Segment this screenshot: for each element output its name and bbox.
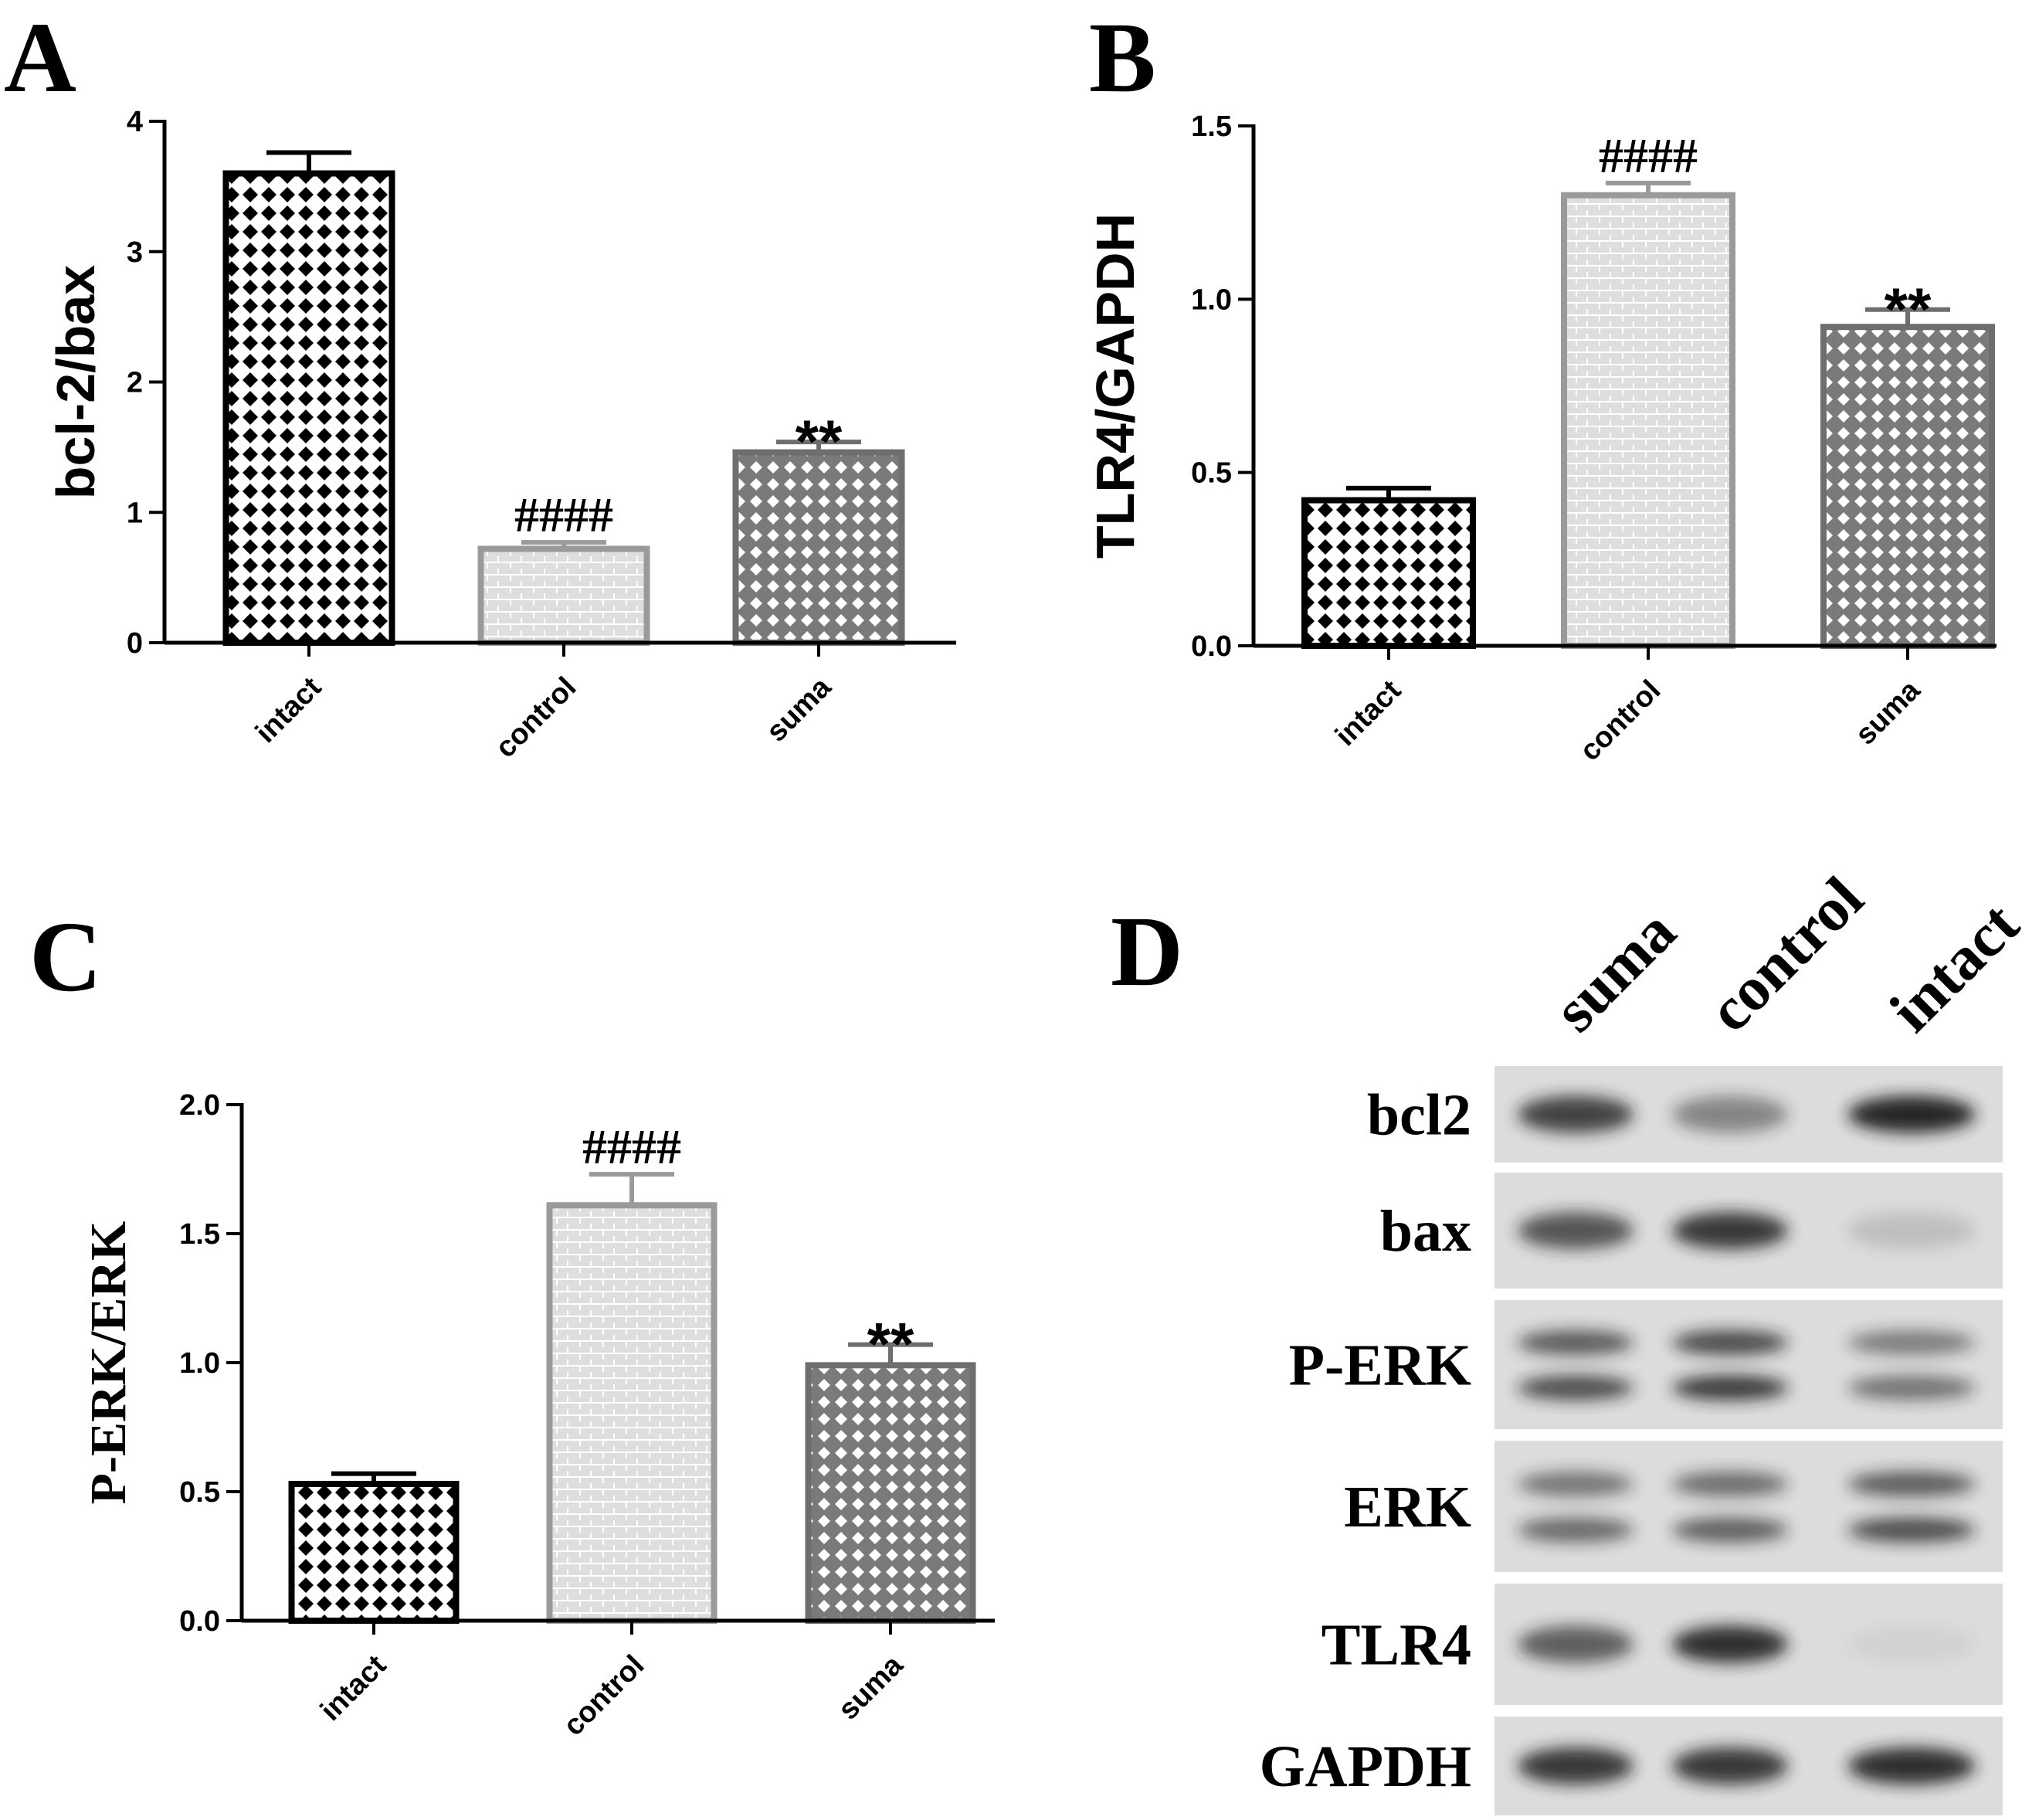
blot-row-label: bax [1380, 1199, 1471, 1264]
blot-band [1672, 1212, 1788, 1249]
blot-band [1518, 1625, 1634, 1663]
labels-layer: intact #### control ** suma 0.0 0.5 1.0 1.5 2.0 P-… [80, 1089, 914, 1742]
y-tick-label: 4 [127, 106, 143, 138]
bars-layer [1301, 181, 1995, 649]
blot-band [1847, 1747, 1976, 1784]
panel-letter-b: B [1089, 2, 1156, 114]
category-label: intact [249, 671, 328, 749]
panel-letter-a: A [4, 2, 76, 114]
significance-label: ** [1885, 275, 1932, 343]
y-tick-label: 1.0 [179, 1347, 220, 1380]
significance-label: ** [796, 407, 843, 475]
y-tick-label: 2 [127, 367, 143, 399]
blot-band [1847, 1375, 1976, 1401]
axes-layer [1238, 124, 1997, 660]
blot-band [1518, 1375, 1634, 1401]
category-label: intact [1329, 674, 1408, 752]
western-blot-panel: bcl2 bax P-ERK ERK TLR4 GAPDH suma control intac… [1260, 864, 2022, 1815]
category-label: suma [760, 671, 838, 749]
panel-letter-c: C [29, 902, 102, 1013]
y-axis-label: TLR4/GAPDH [1085, 213, 1145, 559]
blot-band [1847, 1095, 1976, 1133]
bars-layer [222, 150, 905, 646]
blot-strip-P-ERK [1494, 1300, 2003, 1429]
blot-lane-label: intact [1878, 890, 2022, 1045]
category-label: suma [1849, 674, 1927, 752]
labels-layer: intact #### control ** suma 0.0 0.5 1.0 1.5 TLR4/… [1085, 110, 1932, 767]
significance-label: #### [514, 487, 613, 542]
blot-row-label: TLR4 [1321, 1613, 1471, 1678]
y-tick-label: 0.0 [179, 1605, 220, 1638]
blot-row-label: ERK [1344, 1475, 1471, 1540]
y-axis-label: P-ERK/ERK [80, 1221, 137, 1505]
blot-band [1672, 1375, 1788, 1401]
bar-intact [288, 1480, 460, 1624]
blot-band [1672, 1472, 1788, 1497]
y-axis-label: bcl-2/bax [46, 265, 106, 500]
y-tick-label: 0.5 [179, 1476, 220, 1509]
blot-row-label: bcl2 [1367, 1083, 1471, 1148]
category-label: control [558, 1649, 651, 1743]
panel-letter-d: D [1111, 896, 1183, 1007]
blot-band [1847, 1625, 1976, 1663]
axes-layer [226, 1103, 995, 1635]
axes-layer [149, 120, 956, 657]
blot-band [1847, 1472, 1976, 1497]
blot-row-label: GAPDH [1260, 1734, 1471, 1799]
blot-band [1672, 1747, 1788, 1784]
y-tick-label: 1.5 [1191, 110, 1232, 143]
bar-intact [1301, 497, 1476, 649]
category-label: control [490, 671, 583, 765]
blot-band [1518, 1747, 1634, 1784]
blot-band [1518, 1095, 1634, 1133]
significance-label: ** [867, 1310, 914, 1378]
blot-band [1672, 1625, 1788, 1663]
category-label: intact [314, 1649, 393, 1727]
chart-panel-a: intact #### control ** suma 0 1 2 3 4 bcl-2/bax [46, 106, 956, 764]
blot-band [1672, 1095, 1788, 1133]
blot-row-label: P-ERK [1289, 1333, 1471, 1398]
y-tick-label: 0.0 [1191, 630, 1232, 663]
blot-band [1518, 1212, 1634, 1249]
y-tick-label: 2.0 [179, 1089, 220, 1122]
blot-band [1518, 1517, 1634, 1543]
y-tick-label: 1.5 [179, 1218, 220, 1251]
significance-label: #### [582, 1119, 681, 1174]
blot-lane-label: control [1696, 864, 1877, 1045]
bar-control [1561, 192, 1735, 649]
blot-band [1672, 1517, 1788, 1543]
bars-layer [288, 1172, 976, 1624]
blot-strip-ERK [1494, 1441, 2003, 1572]
y-tick-label: 3 [127, 236, 143, 269]
blot-band [1672, 1330, 1788, 1356]
category-label: control [1574, 674, 1667, 768]
bar-intact [222, 170, 395, 646]
blot-band [1518, 1330, 1634, 1356]
bar-suma [732, 449, 905, 646]
blot-band [1847, 1212, 1976, 1249]
blot-band [1847, 1330, 1976, 1356]
y-tick-label: 1.0 [1191, 284, 1232, 316]
bar-control [477, 545, 650, 646]
bar-suma [805, 1362, 976, 1624]
category-label: suma [832, 1649, 910, 1727]
bar-control [546, 1202, 718, 1624]
bar-suma [1820, 324, 1995, 649]
y-tick-label: 0.5 [1191, 457, 1232, 490]
chart-panel-c: intact #### control ** suma 0.0 0.5 1.0 1.5 2.0 P-… [80, 1089, 995, 1742]
chart-panel-b: intact #### control ** suma 0.0 0.5 1.0 1.5 TLR4/… [1085, 110, 1997, 767]
y-tick-label: 1 [127, 497, 143, 529]
significance-label: #### [1599, 128, 1698, 183]
y-tick-label: 0 [127, 627, 143, 660]
blot-band [1518, 1472, 1634, 1497]
blot-band [1847, 1517, 1976, 1543]
blot-lane-label: suma [1542, 898, 1689, 1045]
